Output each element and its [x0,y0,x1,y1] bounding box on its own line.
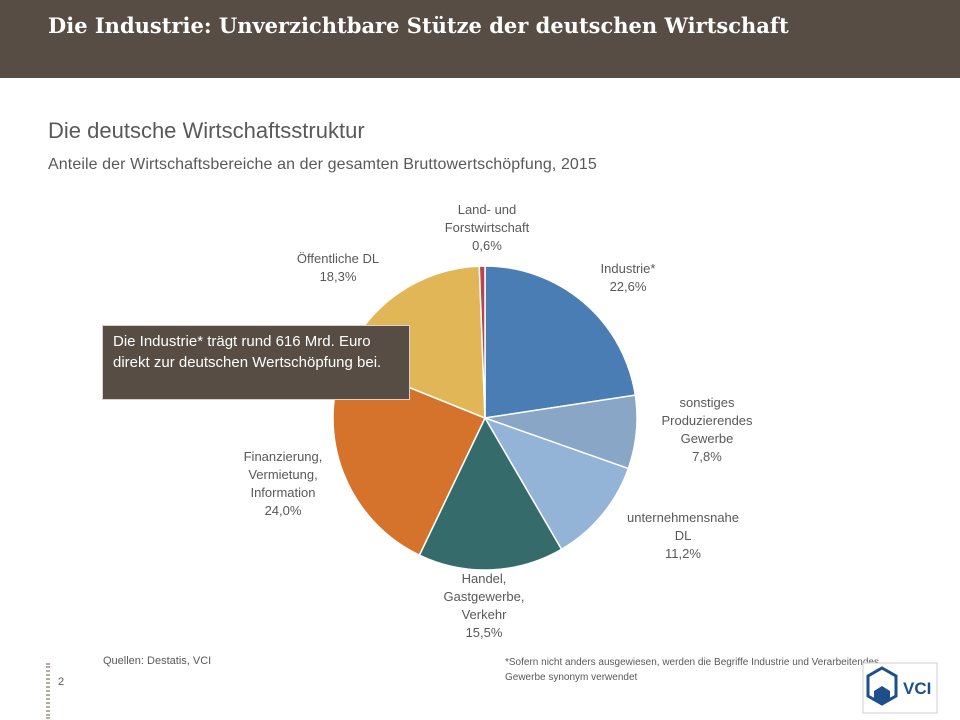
slice-label: unternehmensnahe DL 11,2% [627,510,739,561]
page-divider [46,663,50,719]
slice-category-label: DL [675,528,692,543]
slice-label: Land- und Forstwirtschaft 0,6% [445,202,530,253]
slice-label: Handel, Gastgewerbe, Verkehr 15,5% [444,571,525,640]
slice-value-label: 0,6% [472,238,502,253]
footnote: *Sofern nicht anders ausgewiesen, werden… [505,657,879,683]
slice-category-label: Gewerbe [681,431,734,446]
chart-subtitle: Anteile der Wirtschaftsbereiche an der g… [48,156,597,173]
logo-text: VCI [903,679,931,698]
chart-title: Die deutsche Wirtschaftsstruktur [48,118,365,143]
pie-slice [484,265,637,419]
slice-category-label: unternehmensnahe [627,510,739,525]
slice-category-label: Handel, [462,571,507,586]
slice-category-label: sonstiges [680,395,735,410]
slice-label: Finanzierung, Vermietung, Information 24,0% [244,449,323,518]
slice-label: Öffentliche DL 18,3% [297,251,379,284]
slice-category-label: Information [250,485,315,500]
callout-box: Die Industrie* trägt rund 616 Mrd. Euro … [102,325,410,400]
sources-note: Quellen: Destatis, VCI [103,655,212,667]
slide-title: Die Industrie: Unverzichtbare Stütze der… [48,13,789,38]
header-bar: Die Industrie: Unverzichtbare Stütze der… [0,0,960,78]
pie-slice [483,416,630,551]
slice-label: sonstiges Produzierendes Gewerbe 7,8% [661,395,753,464]
slice-label: Industrie* 22,6% [601,261,656,294]
slice-value-label: 11,2% [665,546,701,561]
slice-category-label: Gastgewerbe, [444,589,525,604]
slice-value-label: 22,6% [610,279,647,294]
pie-slice [418,416,563,571]
slice-category-label: Land- und [458,202,517,217]
slice-category-label: Forstwirtschaft [445,220,530,235]
slice-category-label: Finanzierung, [244,449,323,464]
slice-value-label: 18,3% [320,269,357,284]
slice-category-label: Industrie* [601,261,656,276]
slice-category-label: Öffentliche DL [297,251,379,266]
vci-logo: VCI [862,662,938,714]
page-number: 2 [58,676,65,688]
slice-category-label: Vermietung, [248,467,317,482]
slice-category-label: Produzierendes [661,413,753,428]
slice-value-label: 7,8% [692,449,722,464]
pie-slice [478,265,486,419]
slice-value-label: 24,0% [265,503,302,518]
slice-value-label: 15,5% [466,625,503,640]
slice-category-label: Verkehr [462,607,507,622]
